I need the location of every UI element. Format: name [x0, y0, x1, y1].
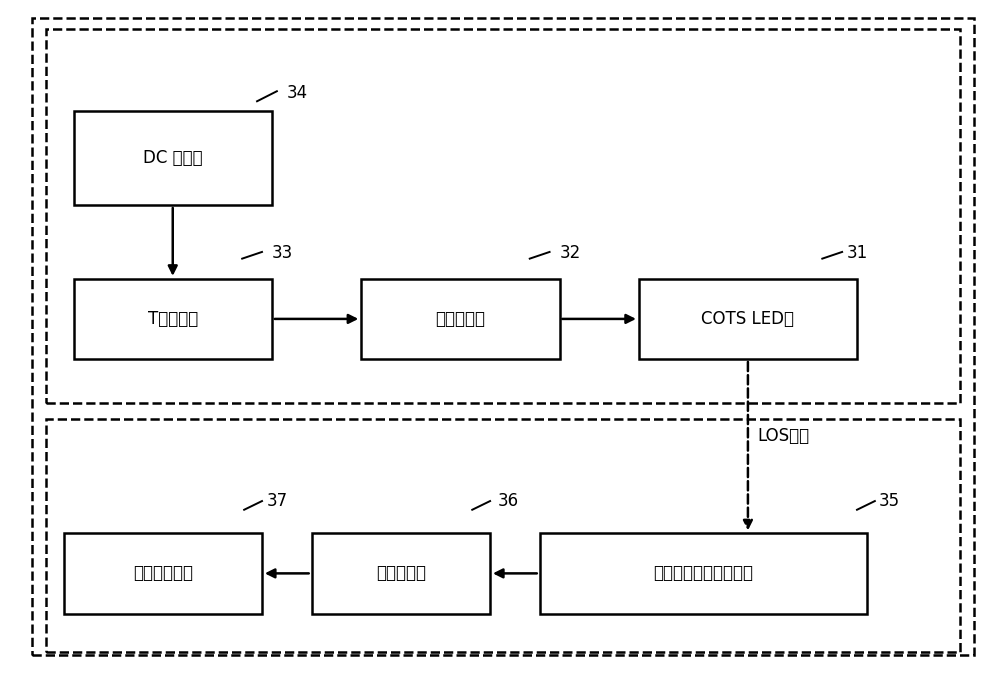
Bar [361, 279, 560, 359]
Bar [64, 533, 262, 614]
Bar [639, 279, 857, 359]
Text: 33: 33 [272, 244, 293, 262]
Bar [540, 533, 867, 614]
Bar [312, 533, 490, 614]
Text: 34: 34 [287, 83, 308, 102]
Text: 内部放大器: 内部放大器 [376, 564, 426, 582]
Text: LOS信道: LOS信道 [758, 427, 810, 445]
Text: COTS LED灯: COTS LED灯 [701, 310, 794, 328]
Bar [46, 420, 960, 652]
Bar [46, 29, 960, 403]
Text: 36: 36 [498, 492, 519, 510]
Bar [74, 111, 272, 205]
Bar [74, 279, 272, 359]
Text: 32: 32 [560, 244, 581, 262]
Text: 37: 37 [267, 492, 288, 510]
Text: DC 偏置器: DC 偏置器 [143, 149, 203, 167]
Text: 第二光电二极管检测器: 第二光电二极管检测器 [653, 564, 753, 582]
Text: T型偏置器: T型偏置器 [148, 310, 198, 328]
Text: 31: 31 [847, 244, 868, 262]
Text: 电频谱分析仪: 电频谱分析仪 [133, 564, 193, 582]
Text: 35: 35 [879, 492, 900, 510]
Text: 函数发生器: 函数发生器 [435, 310, 485, 328]
